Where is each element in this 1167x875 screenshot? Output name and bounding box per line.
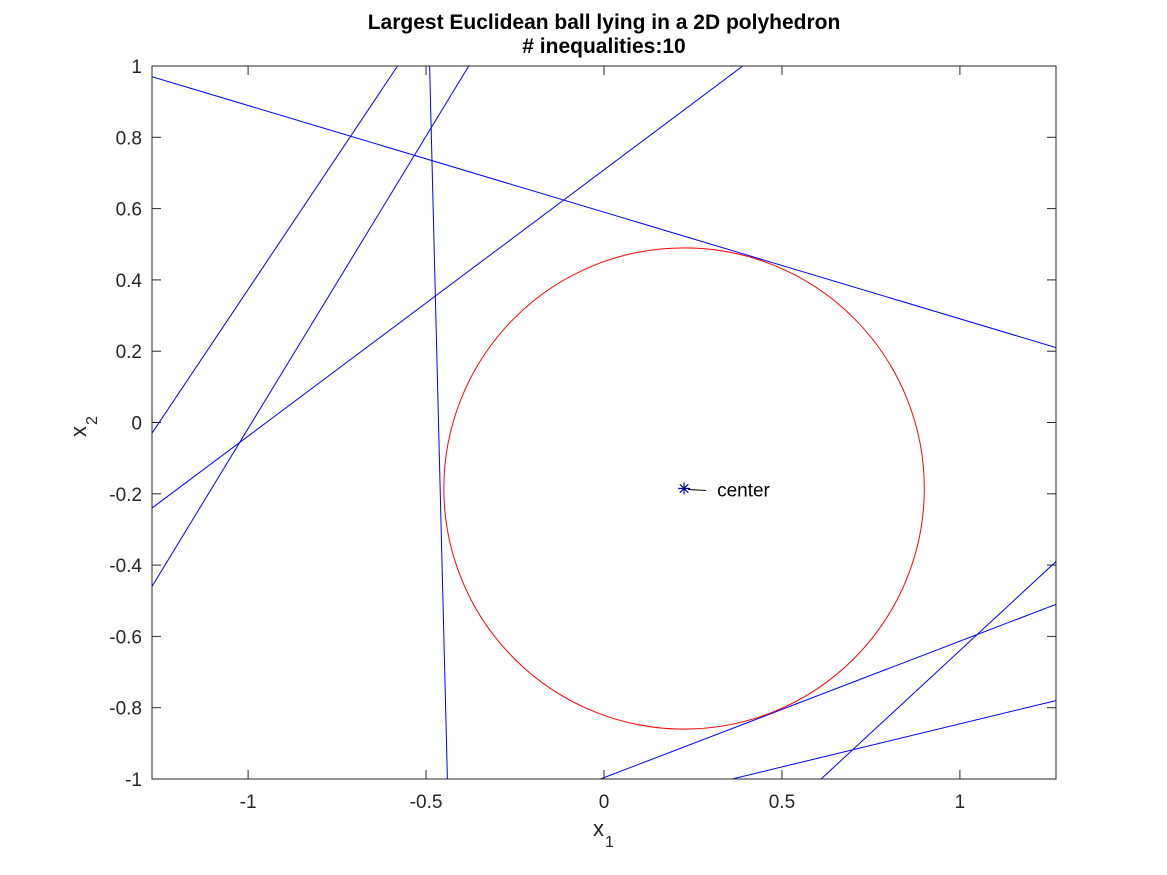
plot-content: center [152,66,1056,779]
y-tick-label: 0.8 [116,128,142,149]
plot-area-frame [151,65,1057,780]
y-tick-label: 0.6 [116,200,142,221]
center-marker [678,482,691,495]
y-tick-label: 0 [131,414,142,435]
center-label-pointer [688,488,707,491]
y-axis-label-main: x [66,426,91,437]
x-axis-label-subscript: 1 [605,834,614,851]
constraint-line-1 [152,76,1056,349]
y-tick-label: -0.4 [109,556,142,577]
y-tick-label: 0.4 [116,271,143,292]
x-tick-label: -1 [240,792,257,813]
constraint-line-2 [152,66,398,434]
constraint-line-6 [600,603,1056,779]
constraint-line-4 [152,66,744,509]
largest-ball-circle [443,247,925,730]
constraint-line-7 [732,700,1056,779]
constraint-line-3 [152,66,470,587]
x-tick-label: -0.5 [410,792,443,813]
y-tick-label: 1 [131,57,142,78]
x-axis-label: x 1 [593,816,614,851]
y-tick-label: -0.8 [109,699,142,720]
y-axis-label-subscript: 2 [84,416,101,425]
chart-subtitle: # inequalities:10 [522,35,685,58]
y-tick-label: -1 [125,770,142,791]
constraint-line-5 [429,66,448,779]
chart-title: Largest Euclidean ball lying in a 2D pol… [368,11,841,34]
x-tick-label: 0 [599,792,610,813]
center-label: center [717,480,770,501]
y-tick-label: -0.6 [109,627,142,648]
svg-text:x: x [593,816,604,841]
x-axis-label-main: x [593,816,604,841]
constraint-line-8 [820,561,1056,779]
x-tick-label: 1 [955,792,966,813]
y-tick-label: 0.2 [116,342,142,363]
x-tick-label: 0.5 [769,792,795,813]
y-tick-label: -0.2 [109,485,142,506]
y-axis-label: x 2 [66,416,101,437]
axis-ticks: -1 -0.5 0 0.5 1 -1 -0.8 -0.6 -0.4 -0.2 0 0.2 0.4 0.6 0… [109,57,1056,813]
